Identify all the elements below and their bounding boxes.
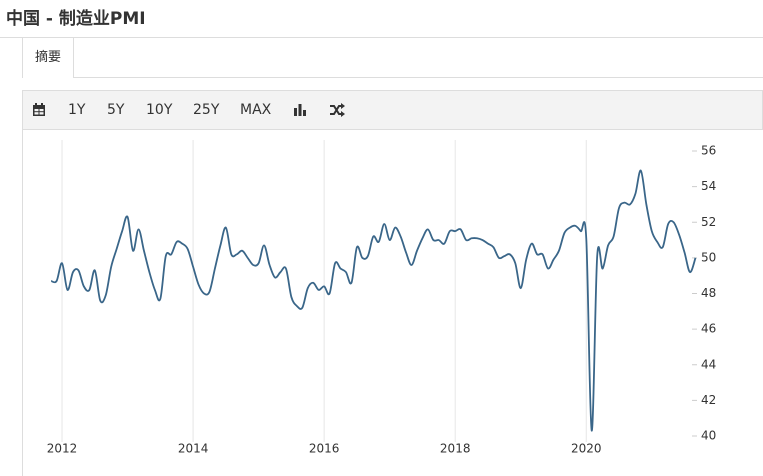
y-tick-label: 40 xyxy=(701,429,716,443)
shuffle-icon[interactable] xyxy=(329,103,345,117)
calendar-icon[interactable] xyxy=(32,103,46,117)
y-tick-label: 54 xyxy=(701,179,716,193)
y-tick-label: 46 xyxy=(701,322,716,336)
y-tick-label: 52 xyxy=(701,215,716,229)
divider xyxy=(73,77,763,78)
range-button[interactable]: 5Y xyxy=(107,102,125,118)
bar-chart-icon[interactable] xyxy=(293,103,307,117)
chart-area xyxy=(22,130,763,476)
range-button[interactable]: 10Y xyxy=(146,102,173,118)
x-tick-label: 2020 xyxy=(571,442,602,456)
data-line xyxy=(50,169,697,432)
x-tick-label: 2018 xyxy=(440,442,471,456)
range-button[interactable]: 1Y xyxy=(68,102,86,118)
range-button[interactable]: 25Y xyxy=(193,102,220,118)
y-tick-label: 48 xyxy=(701,286,716,300)
tab[interactable]: 摘要 xyxy=(22,38,74,78)
divider xyxy=(0,37,763,38)
y-tick-label: 50 xyxy=(701,250,716,264)
x-tick-label: 2016 xyxy=(309,442,340,456)
y-tick-label: 42 xyxy=(701,393,716,407)
x-tick-label: 2012 xyxy=(47,442,78,456)
x-tick-label: 2014 xyxy=(178,442,209,456)
page-title: 中国 - 制造业PMI xyxy=(6,9,146,29)
y-tick-label: 44 xyxy=(701,357,716,371)
y-tick-label: 56 xyxy=(701,144,716,158)
range-button[interactable]: MAX xyxy=(240,102,272,118)
